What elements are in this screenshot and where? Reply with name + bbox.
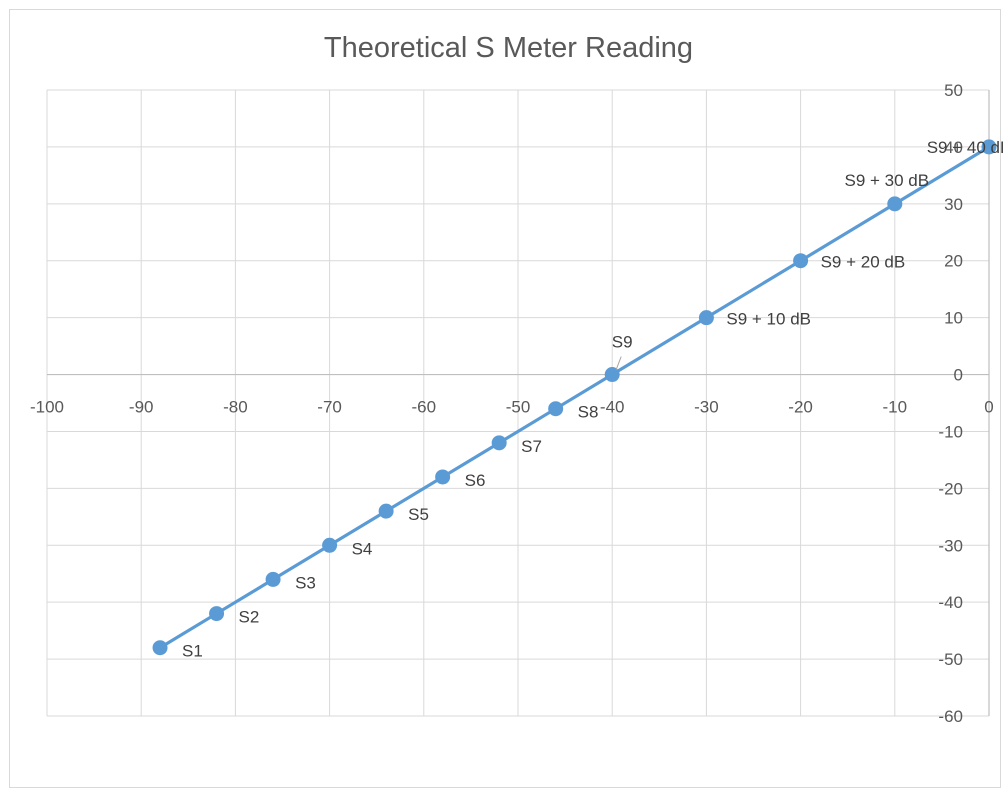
y-tick-label: 40	[944, 138, 963, 157]
series-line	[159, 145, 990, 650]
data-point	[435, 469, 451, 485]
y-tick-label: 20	[944, 252, 963, 271]
y-tick-label: -30	[938, 536, 963, 555]
data-label: S9 + 20 dB	[821, 253, 906, 272]
data-point	[209, 606, 225, 622]
data-point	[604, 367, 620, 383]
data-label: S5	[408, 505, 429, 524]
x-tick-label: -20	[788, 398, 813, 417]
data-label: S8	[578, 403, 599, 422]
data-point	[491, 435, 507, 451]
data-point	[322, 537, 338, 553]
data-point	[378, 503, 394, 519]
y-tick-label: -50	[938, 650, 963, 669]
data-point	[265, 571, 281, 587]
data-label: S9 + 10 dB	[726, 310, 811, 329]
data-point	[152, 640, 168, 656]
data-label: S4	[352, 539, 373, 558]
y-tick-label: 30	[944, 195, 963, 214]
y-tick-label: -10	[938, 422, 963, 441]
data-label: S9	[612, 333, 633, 352]
x-tick-label: -40	[600, 398, 625, 417]
x-tick-label: -70	[317, 398, 342, 417]
y-tick-label: 50	[944, 81, 963, 100]
x-tick-label: 0	[984, 398, 993, 417]
chart-area	[9, 9, 1001, 788]
axes	[47, 90, 990, 716]
data-point	[698, 310, 714, 326]
y-tick-label: -60	[938, 707, 963, 726]
data-label: S3	[295, 573, 316, 592]
data-point	[887, 196, 903, 212]
chart-title: Theoretical S Meter Reading	[323, 32, 694, 64]
y-tick-label: 0	[954, 366, 963, 385]
y-tick-label: -40	[938, 593, 963, 612]
x-tick-label: -10	[883, 398, 908, 417]
y-tick-label: -20	[938, 479, 963, 498]
x-tick-label: -100	[30, 398, 64, 417]
y-tick-label: 10	[944, 309, 963, 328]
data-point	[981, 139, 997, 155]
x-tick-label: -90	[129, 398, 154, 417]
data-label: S9 + 30 dB	[845, 171, 930, 190]
data-labels: S1 S2 S3 S4 S5 S6 S7 S8 S9 S9 + 10 dB S9 + 20 dB S9…	[182, 138, 1003, 661]
x-tick-label: -30	[694, 398, 719, 417]
data-label: S2	[239, 608, 260, 627]
tick-labels: -100 -90 -80 -70 -60 -50 -40 -30 -20 -10 0-60-50-4…	[30, 81, 994, 726]
data-label: S7	[521, 437, 542, 456]
x-tick-label: -60	[412, 398, 437, 417]
data-point	[793, 253, 809, 269]
x-tick-label: -80	[223, 398, 248, 417]
x-tick-label: -50	[506, 398, 531, 417]
data-label: S6	[465, 471, 486, 490]
data-label: S9 + 40 dB	[927, 138, 1003, 157]
data-label: S1	[182, 642, 203, 661]
series	[152, 139, 997, 656]
leader-line	[615, 356, 622, 370]
data-point	[548, 401, 564, 417]
